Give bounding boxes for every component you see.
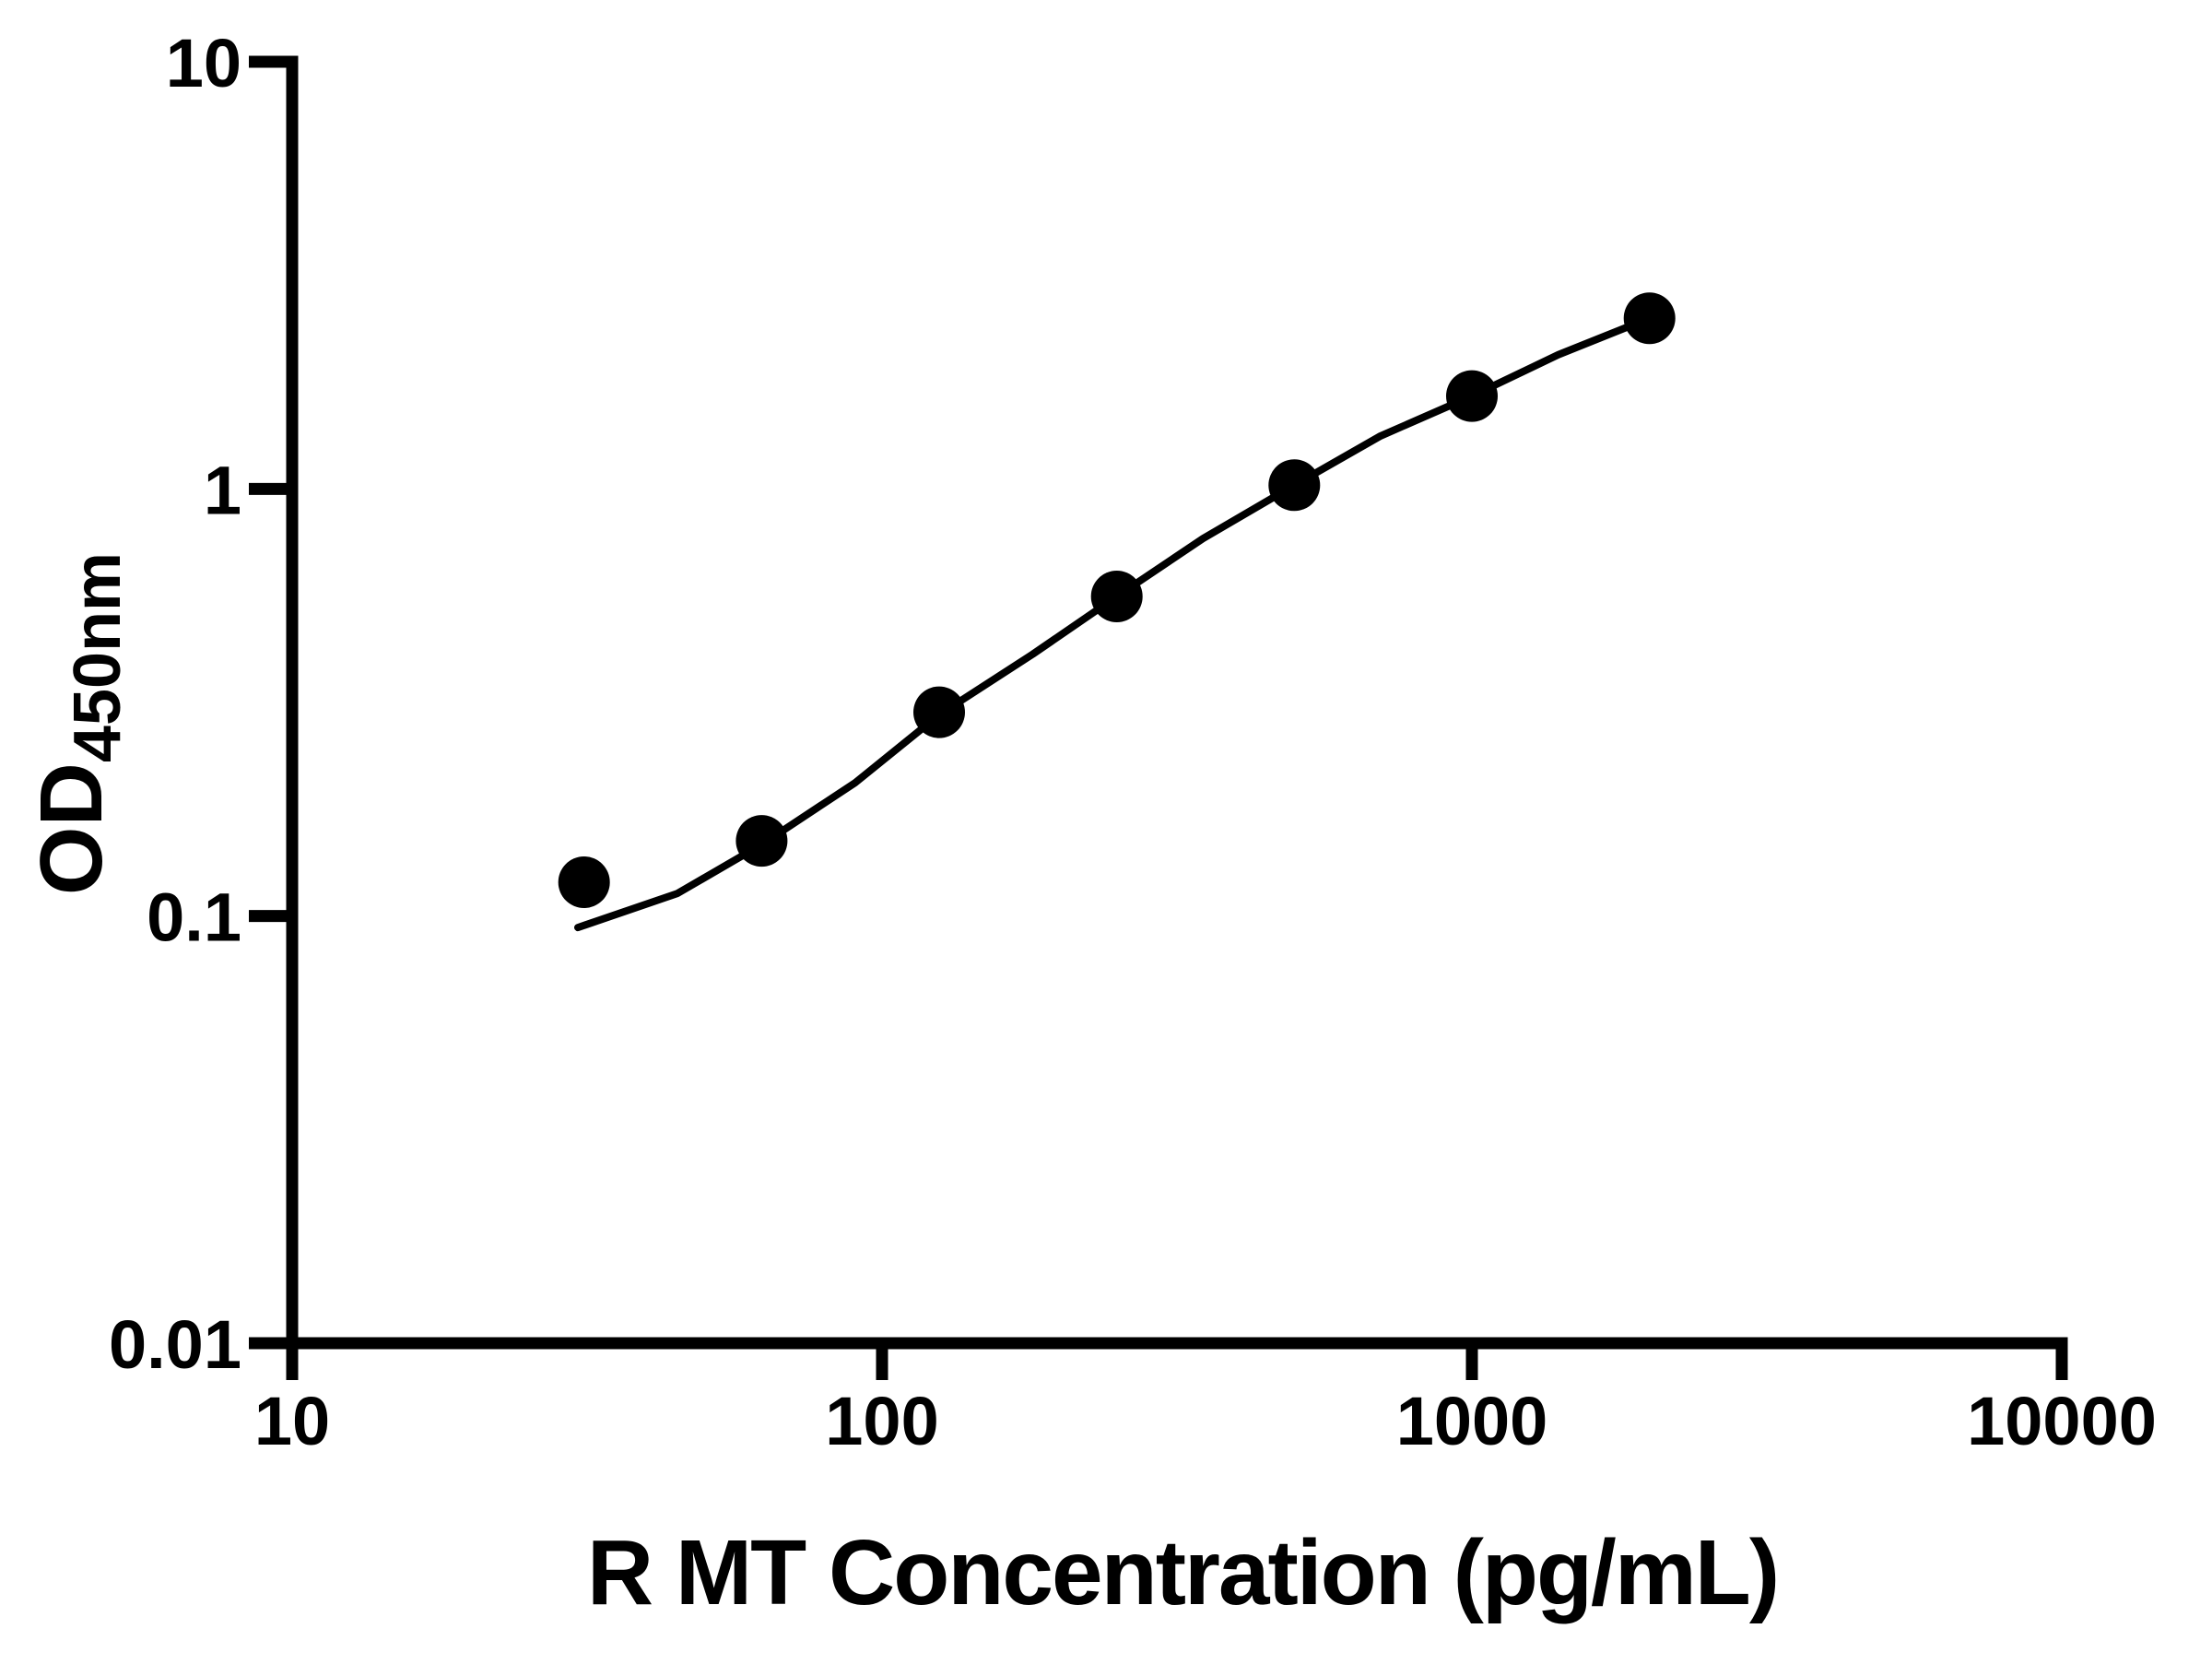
data-point — [1090, 571, 1143, 622]
y-axis-title-main: OD — [22, 762, 121, 895]
y-tick-label: 1 — [204, 452, 241, 528]
y-tick-label: 0.1 — [147, 879, 241, 956]
x-axis-title: R MT Concentration (pg/mL) — [587, 1521, 1778, 1624]
y-tick-label: 0.01 — [109, 1306, 241, 1383]
x-tick-label: 10000 — [1967, 1383, 2157, 1459]
data-point — [1623, 292, 1676, 345]
axis-ticks — [249, 55, 2068, 1380]
data-point — [735, 815, 788, 867]
y-axis-title-subscript: 450nm — [61, 552, 135, 762]
data-point — [1268, 459, 1321, 512]
data-point — [558, 856, 610, 908]
data-point — [1446, 370, 1498, 422]
x-tick-label: 10 — [254, 1383, 330, 1459]
y-axis-title: OD450nm — [22, 552, 135, 895]
axes — [249, 55, 2068, 1350]
data-points — [558, 292, 1676, 908]
y-tick-label: 10 — [166, 25, 241, 101]
x-tick-label: 100 — [825, 1383, 938, 1459]
x-tick-label: 1000 — [1396, 1383, 1548, 1459]
data-point — [913, 686, 965, 738]
